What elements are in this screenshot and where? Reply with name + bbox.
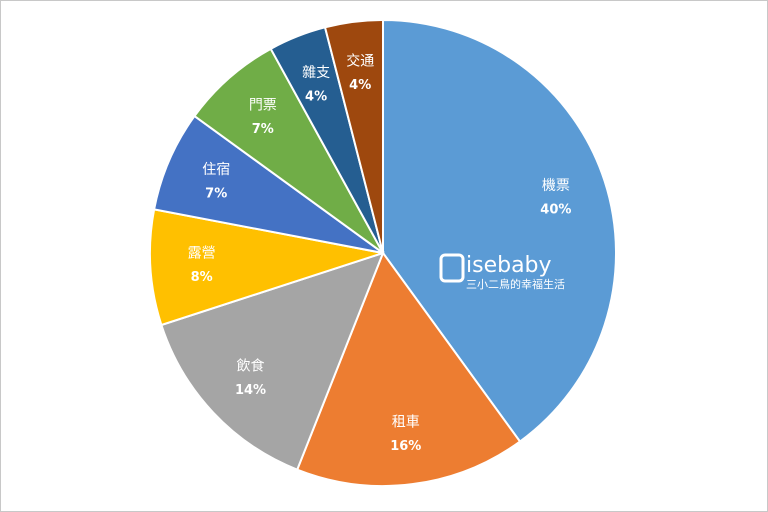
slice-label: 交通 bbox=[346, 53, 374, 70]
slice bbox=[149, 208, 384, 327]
watermark: isebaby 三小二鳥的幸福生活 bbox=[439, 253, 565, 291]
slice bbox=[323, 18, 384, 254]
slice bbox=[382, 18, 617, 443]
slice-label: 租車 bbox=[392, 413, 420, 430]
slice-label: 飲食 bbox=[237, 357, 265, 374]
data-label: 16% bbox=[390, 439, 421, 454]
slice-label: 機票 bbox=[542, 178, 570, 194]
slice bbox=[295, 250, 522, 487]
data-label: 7% bbox=[252, 122, 274, 137]
slice-label: 雜支 bbox=[302, 65, 330, 81]
tagline: 三小二鳥的幸福生活 bbox=[466, 277, 565, 291]
data-label: 4% bbox=[349, 78, 371, 93]
slice bbox=[193, 47, 384, 254]
data-label: 14% bbox=[235, 383, 266, 398]
slice-label: 住宿 bbox=[202, 161, 230, 178]
data-label: 8% bbox=[191, 270, 213, 285]
data-label: 40% bbox=[540, 202, 571, 217]
slice-label: 門票 bbox=[249, 98, 277, 114]
slice bbox=[152, 114, 384, 254]
logo-icon bbox=[439, 253, 465, 283]
slice-label: 露營 bbox=[188, 245, 216, 261]
data-label: 7% bbox=[205, 186, 227, 201]
data-label: 4% bbox=[305, 90, 327, 105]
logo-text: isebaby bbox=[466, 253, 552, 278]
pie bbox=[149, 18, 617, 487]
